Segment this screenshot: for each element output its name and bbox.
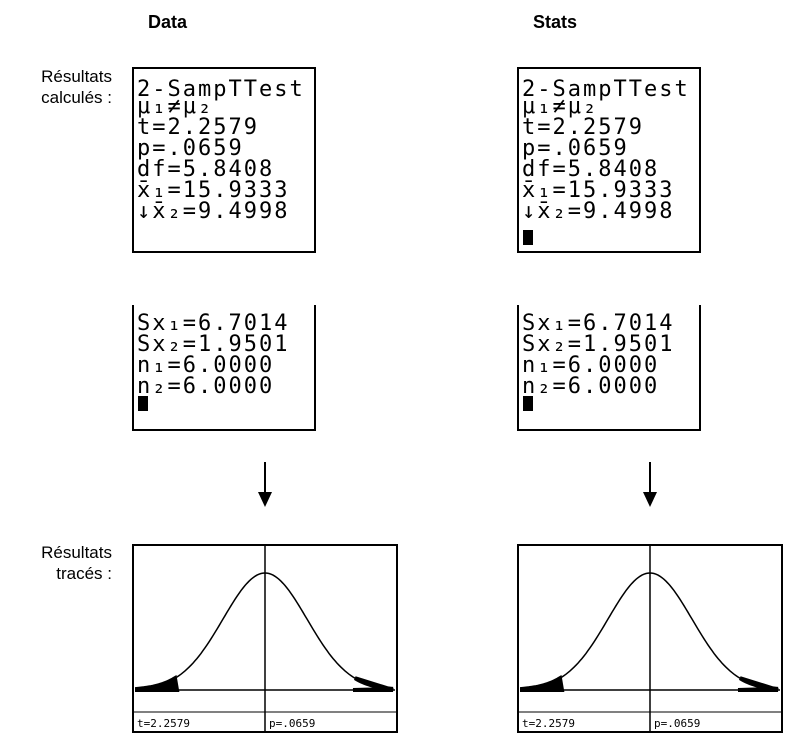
screen-line: Sx₁=6.7014 xyxy=(522,311,674,336)
cursor xyxy=(138,396,148,411)
screen-line: df=5.8408 xyxy=(522,157,659,182)
screen-line: n₁=6.0000 xyxy=(137,353,274,378)
screen xyxy=(517,67,701,253)
screen-line: 2-SampTTest xyxy=(522,77,690,102)
screen-line: x̄₁=15.9333 xyxy=(137,178,289,203)
screen-line: Sx₂=1.9501 xyxy=(522,332,674,357)
graph-label: p=.0659 xyxy=(269,717,315,730)
screen xyxy=(517,305,701,431)
screen-line: 2-SampTTest xyxy=(137,77,305,102)
screen-line: n₂=6.0000 xyxy=(137,374,274,399)
screen-line: μ₁≠μ₂ xyxy=(137,94,213,119)
graph-label: t=2.2579 xyxy=(137,717,190,730)
screen-line: Sx₂=1.9501 xyxy=(137,332,289,357)
screen-line: Sx₁=6.7014 xyxy=(137,311,289,336)
screen-line: ↓x̄₂=9.4998 xyxy=(522,199,674,224)
graph-label: t=2.2579 xyxy=(522,717,575,730)
arrow-head xyxy=(643,492,657,507)
screen-line: t=2.2579 xyxy=(522,115,644,140)
column-header: Data xyxy=(148,12,188,32)
screen-line: μ₁≠μ₂ xyxy=(522,94,598,119)
column-header: Stats xyxy=(533,12,577,32)
row-label: Résultats xyxy=(41,543,112,562)
screen-line: x̄₁=15.9333 xyxy=(522,178,674,203)
row-label: Résultats xyxy=(41,67,112,86)
screen-line: p=.0659 xyxy=(137,136,244,161)
screen-line: df=5.8408 xyxy=(137,157,274,182)
arrow-head xyxy=(258,492,272,507)
screen xyxy=(132,305,316,431)
graph-label: p=.0659 xyxy=(654,717,700,730)
screen-line: n₂=6.0000 xyxy=(522,374,659,399)
row-label: tracés : xyxy=(56,564,112,583)
cursor xyxy=(523,396,533,411)
screen-line: ↓x̄₂=9.4998 xyxy=(137,199,289,224)
cursor xyxy=(523,230,533,245)
screen-line: p=.0659 xyxy=(522,136,629,161)
screen-line: t=2.2579 xyxy=(137,115,259,140)
screen-line: n₁=6.0000 xyxy=(522,353,659,378)
screen xyxy=(132,67,316,253)
row-label: calculés : xyxy=(41,88,112,107)
